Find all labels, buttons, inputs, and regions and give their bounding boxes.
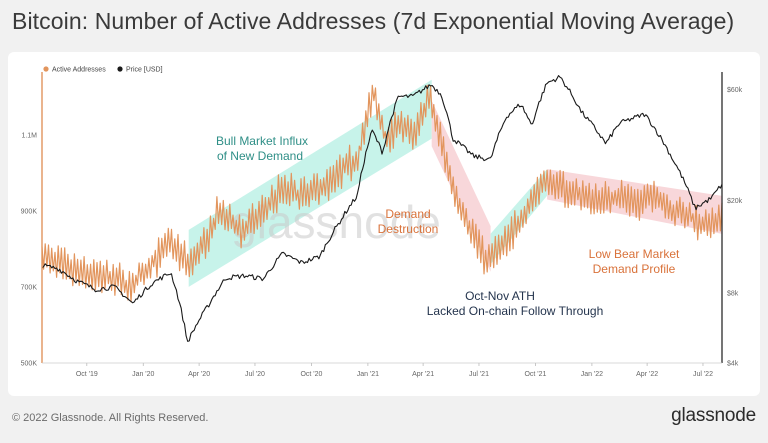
legend-price[interactable]: Price [USD] (126, 67, 163, 74)
annotation-bear-line1: Low Bear Market (589, 247, 680, 261)
x-axis-tick-label: Jan '20 (132, 371, 154, 378)
annotation-bull-line2: of New Demand (217, 149, 303, 163)
x-axis-tick-label: Oct '19 (76, 371, 98, 378)
right-axis-tick-label: $60k (727, 87, 743, 94)
x-axis-tick-label: Jul '22 (693, 371, 713, 378)
x-axis-tick-label: Oct '21 (524, 371, 546, 378)
annotation-ath-line2: Lacked On-chain Follow Through (427, 304, 604, 318)
annotation-bear-line2: Demand Profile (593, 262, 676, 276)
chart-svg: glassnode 1.1M900K700K500K$60k$20k$8k$4k… (21, 66, 743, 378)
annotation-destruction-line2: Destruction (378, 222, 439, 236)
series-layer (41, 75, 723, 342)
x-axis-tick-label: Jul '20 (245, 371, 265, 378)
x-axis-tick-label: Oct '20 (300, 371, 322, 378)
annotation-bull-line1: Bull Market Influx (216, 134, 308, 148)
x-axis-tick-label: Apr '22 (636, 371, 658, 378)
x-axis-tick-label: Apr '20 (188, 371, 210, 378)
right-axis-tick-label: $4k (727, 361, 739, 368)
left-axis-tick-label: 1.1M (21, 132, 37, 139)
left-axis-tick-label: 900K (21, 208, 38, 215)
right-axis-tick-label: $20k (727, 198, 743, 205)
glassnode-logo[interactable]: glassnode (671, 405, 756, 426)
legend-swatch-price (117, 66, 123, 72)
page-title: Bitcoin: Number of Active Addresses (7d … (12, 8, 735, 34)
annotations: Bull Market Influx of New Demand Demand … (216, 134, 680, 318)
chart-panel: glassnode 1.1M 900K 700K 500K $60k $20k $8k $4k… (8, 52, 760, 396)
x-axis-tick-label: Jul '21 (469, 371, 489, 378)
x-axis-tick-label: Jan '21 (357, 371, 379, 378)
right-axis-tick-label: $8k (727, 291, 739, 298)
series-active-addresses-line (41, 84, 723, 303)
x-axis-tick-label: Jan '22 (581, 371, 603, 378)
annotation-ath-line1: Oct-Nov ATH (465, 289, 535, 303)
legend[interactable]: Active Addresses Price [USD] (43, 66, 163, 74)
x-axis-tick-label: Apr '21 (412, 371, 434, 378)
legend-swatch-active-addresses (43, 66, 49, 72)
left-axis-tick-label: 700K (21, 284, 38, 291)
legend-active-addresses[interactable]: Active Addresses (52, 67, 106, 74)
series-price-line (41, 75, 723, 342)
left-axis-tick-label: 500K (21, 361, 38, 368)
footer-copyright: © 2022 Glassnode. All Rights Reserved. (12, 412, 209, 424)
annotation-destruction-line1: Demand (385, 207, 430, 221)
axes-layer: 1.1M 900K 700K 500K $60k $20k $8k $4k Oct '19 Jan… (21, 72, 743, 378)
